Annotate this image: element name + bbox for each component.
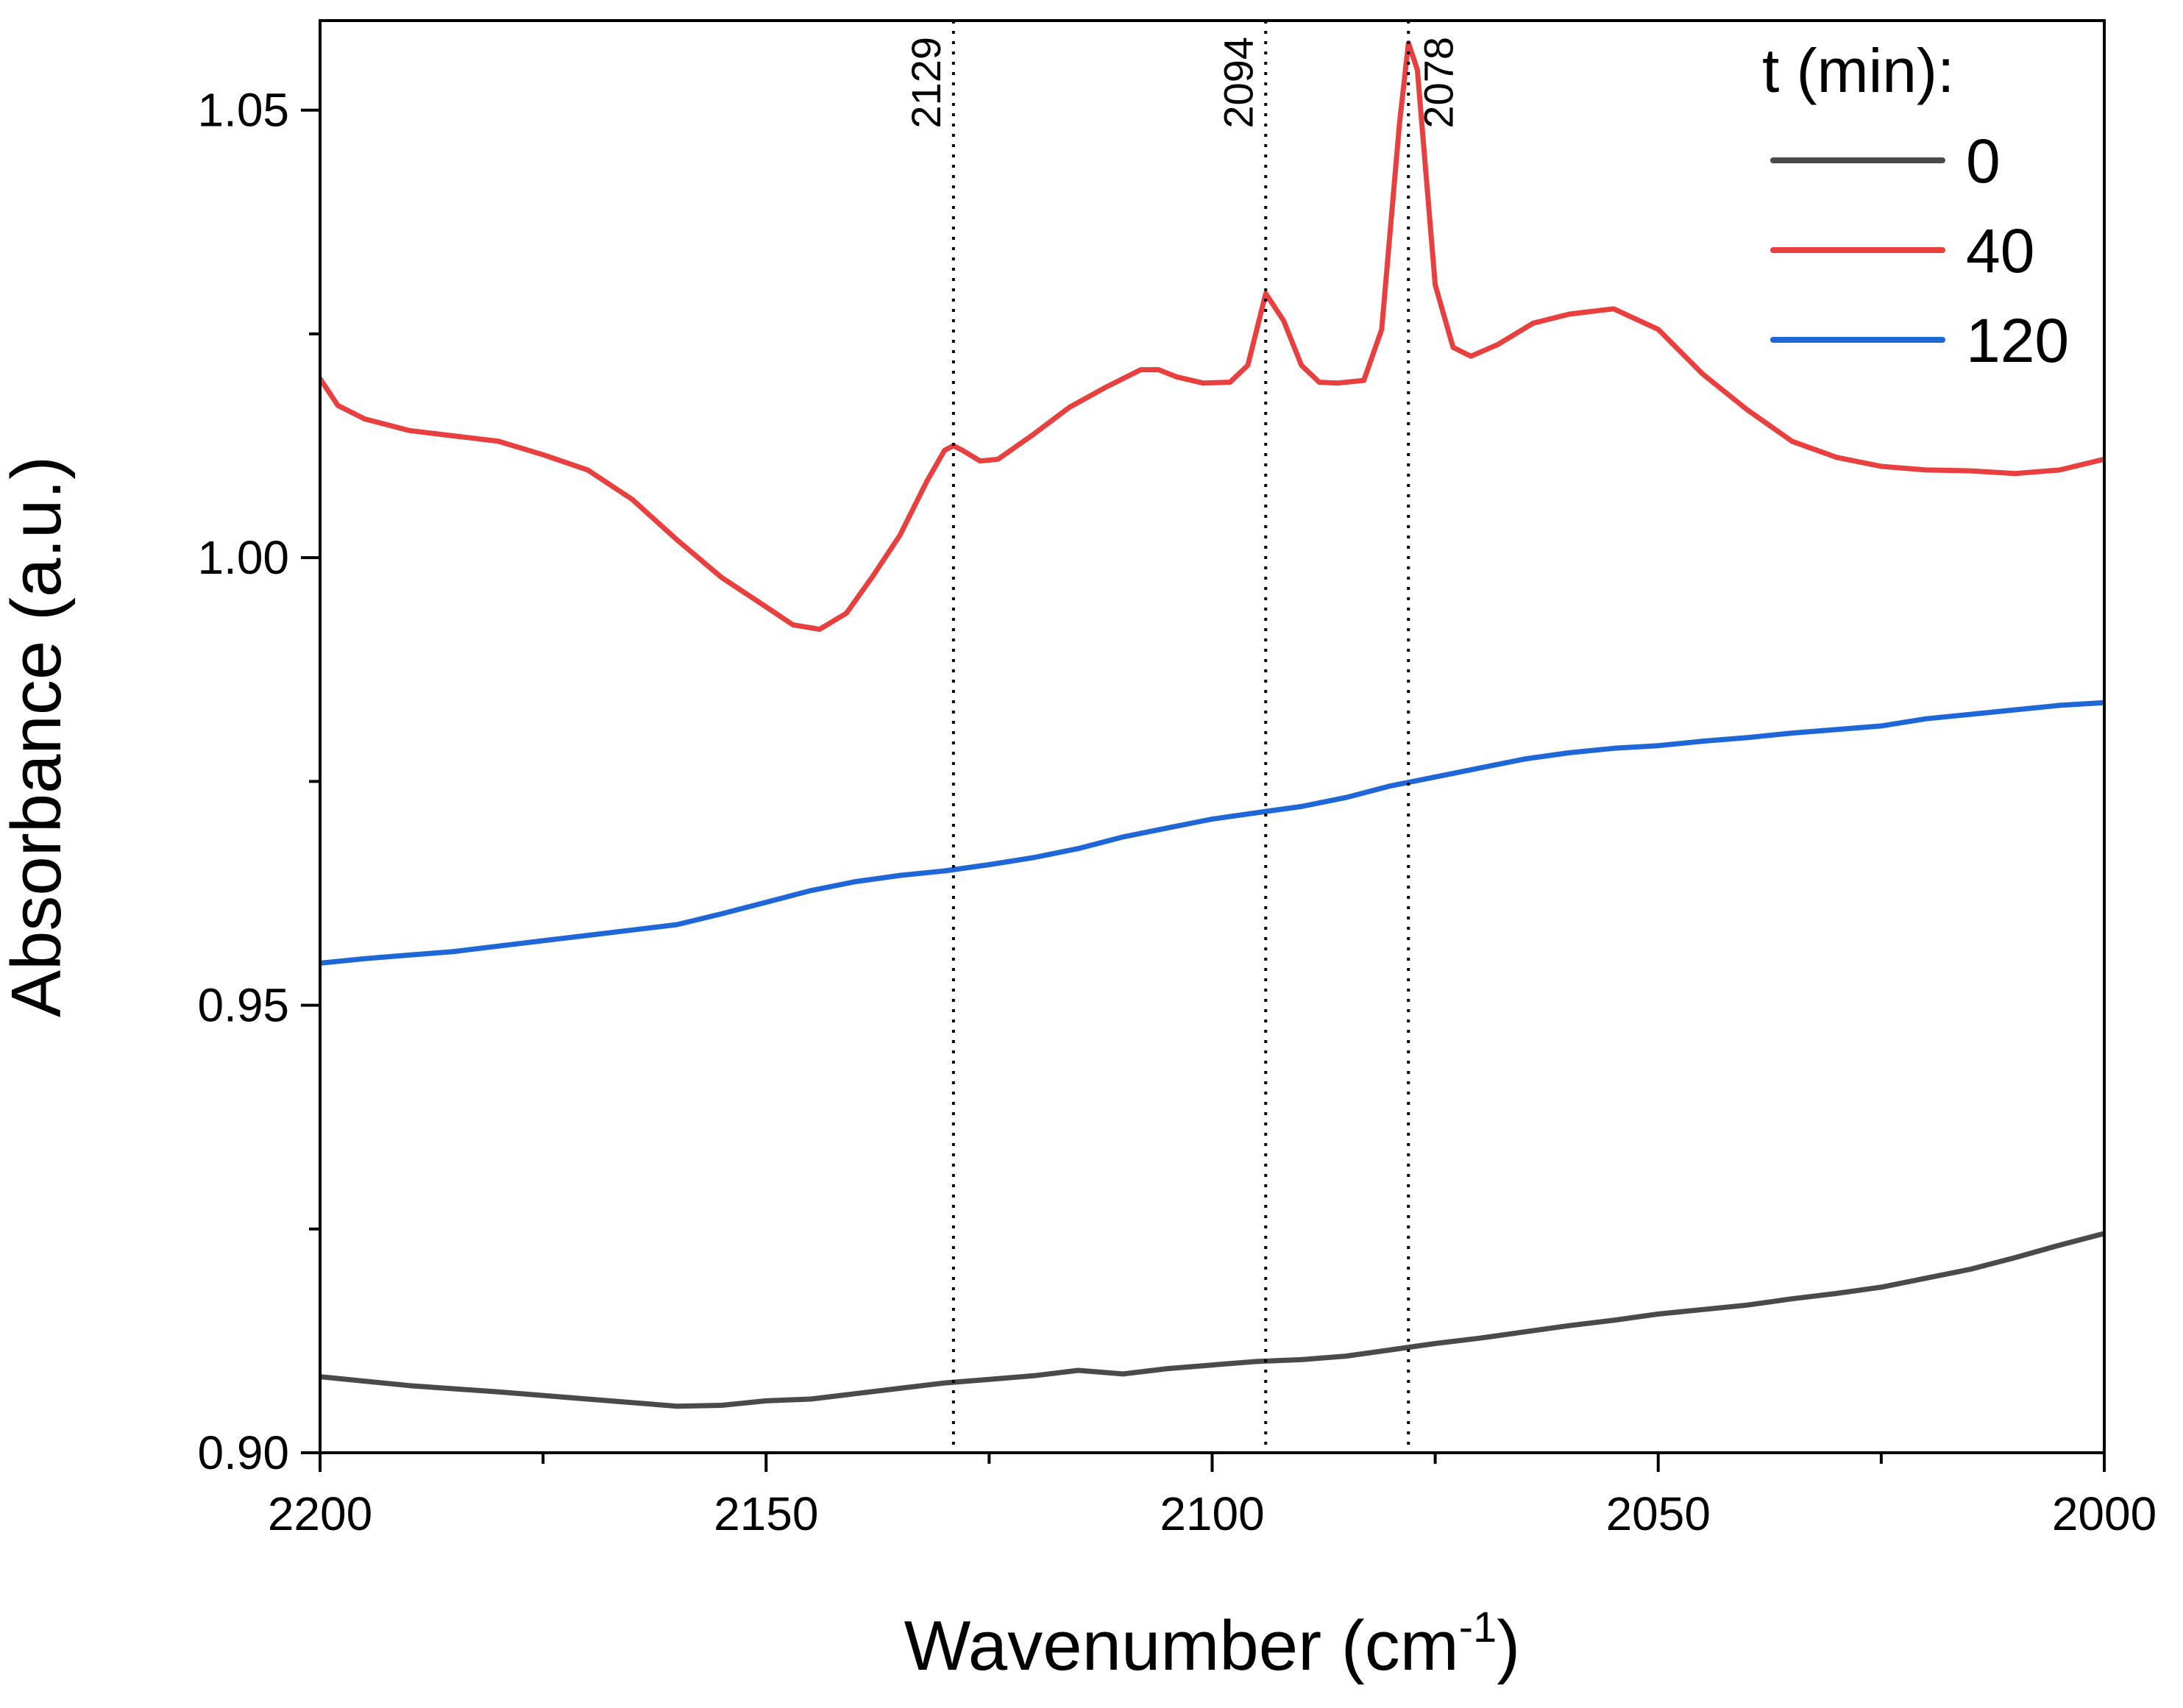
x-tick-label-2100: 2100	[1160, 1487, 1264, 1540]
plot-frame	[319, 19, 2106, 1454]
tick-layer: 2200 2150 2100 2050 2000 0.90 0.95 1.00 1.05	[197, 84, 2157, 1540]
y-axis-label: Absorbance (a.u.)	[0, 456, 76, 1017]
legend-title: t (min):	[1762, 36, 1954, 105]
peak-marker-label-2094: 2094	[1215, 37, 1261, 129]
legend: t (min):0 40 120	[1762, 36, 2069, 375]
x-tick-label-2000: 2000	[2052, 1487, 2157, 1540]
y-tick-label-1.00: 1.00	[197, 531, 289, 584]
series-layer	[320, 40, 2104, 1409]
legend-label-40: 40	[1966, 216, 2034, 285]
series-line-0	[320, 1231, 2104, 1409]
series-line-40	[320, 40, 2104, 632]
peak-marker-label-2078: 2078	[1415, 37, 1461, 129]
x-axis-label-main: Wavenumber (cm	[904, 1606, 1459, 1685]
legend-label-0: 0	[1966, 127, 2001, 196]
x-axis-label: Wavenumber (cm-1)	[904, 1604, 1520, 1685]
peak-marker-layer: 2129 2094 2078	[903, 21, 1461, 1453]
x-axis-label-superscript: -1	[1459, 1604, 1497, 1651]
x-tick-label-2050: 2050	[1606, 1487, 1711, 1540]
x-axis-label-close: )	[1497, 1606, 1520, 1685]
peak-marker-label-2129: 2129	[903, 37, 949, 129]
legend-label-120: 120	[1966, 306, 2069, 375]
series-line-120	[320, 700, 2104, 966]
x-tick-label-2150: 2150	[714, 1487, 818, 1540]
x-tick-label-2200: 2200	[268, 1487, 372, 1540]
y-tick-label-1.05: 1.05	[197, 84, 289, 137]
y-tick-label-0.90: 0.90	[197, 1426, 289, 1479]
y-tick-label-0.95: 0.95	[197, 979, 289, 1032]
